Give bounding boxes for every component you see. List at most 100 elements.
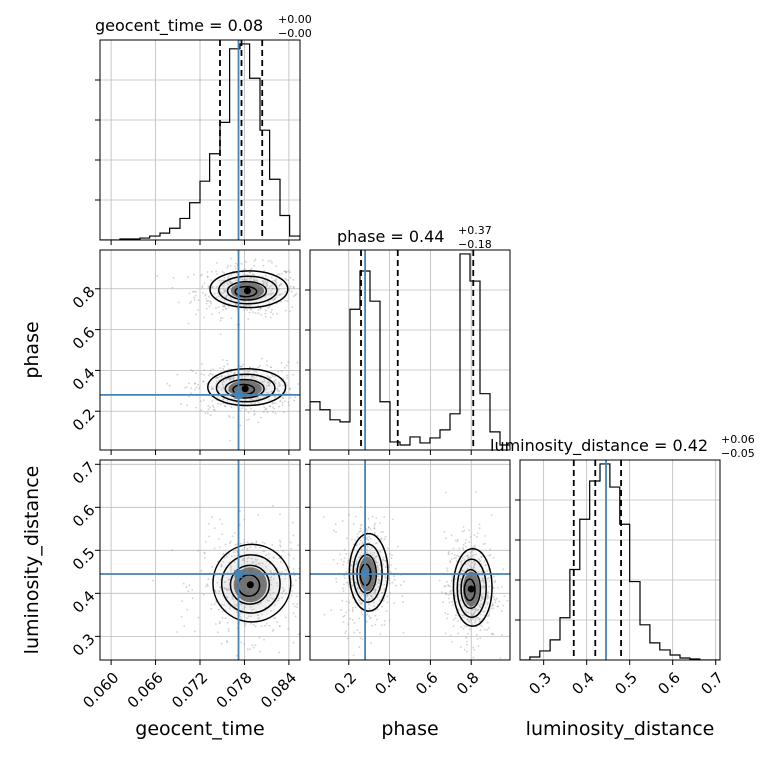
scatter-point [191, 597, 194, 600]
scatter-point [265, 408, 268, 411]
scatter-point [402, 601, 404, 603]
scatter-point [459, 646, 462, 648]
scatter-point [380, 538, 382, 540]
scatter-point [492, 596, 495, 598]
scatter-point [276, 273, 279, 276]
scatter-point [336, 562, 339, 565]
scatter-point [226, 640, 228, 642]
scatter-point [312, 372, 314, 374]
scatter-point [292, 612, 295, 615]
scatter-point [323, 613, 326, 616]
scatter-point [296, 361, 299, 364]
scatter-point [193, 296, 195, 299]
x-tick-label-geocent_time: 0.066 [124, 669, 167, 712]
panel-frame [309, 249, 511, 451]
scatter-point [200, 400, 202, 402]
scatter-point [369, 617, 372, 620]
scatter-point [264, 624, 266, 627]
scatter-point [486, 621, 489, 624]
scatter-point [326, 378, 328, 380]
y-tick-label-phase: 0.6 [69, 323, 99, 353]
truth-marker [234, 390, 243, 399]
panel-phase-phase [305, 249, 511, 455]
scatter-point [389, 552, 391, 555]
scatter-point [201, 286, 204, 289]
scatter-point [282, 550, 284, 552]
scatter-point [390, 564, 392, 566]
scatter-point [330, 609, 333, 611]
scatter-point [223, 365, 226, 368]
scatter-point [373, 531, 376, 534]
scatter-point [292, 602, 295, 605]
scatter-point [344, 632, 347, 634]
scatter-point [500, 610, 503, 612]
scatter-point [287, 553, 290, 555]
scatter-point [239, 424, 242, 427]
scatter-point [305, 323, 307, 325]
density-peak [241, 385, 249, 393]
scatter-point [380, 624, 383, 627]
density-contour [224, 378, 265, 399]
scatter-point [287, 361, 290, 364]
scatter-point [493, 581, 496, 584]
scatter-point [208, 305, 211, 308]
scatter-point [227, 630, 230, 633]
scatter-point [369, 528, 372, 531]
scatter-point [249, 268, 252, 271]
scatter-point [448, 597, 450, 600]
density-contour [463, 578, 476, 602]
scatter-point [203, 551, 206, 554]
scatter-point [203, 282, 206, 285]
scatter-point [503, 595, 506, 597]
x-tick-label-luminosity_distance: 0.5 [611, 669, 641, 699]
scatter-point [343, 557, 346, 559]
scatter-point [200, 569, 203, 572]
scatter-point [466, 643, 468, 646]
scatter-point [187, 590, 190, 593]
scatter-point [403, 580, 405, 583]
scatter-point [272, 411, 274, 414]
scatter-point [373, 524, 376, 527]
scatter-point [453, 557, 455, 560]
scatter-point [293, 399, 296, 402]
density-peak [246, 581, 254, 589]
scatter-point [380, 537, 383, 540]
scatter-point [367, 526, 370, 529]
scatter-point [202, 399, 205, 402]
scatter-point [248, 366, 251, 369]
scatter-point [217, 306, 220, 309]
scatter-point [206, 412, 209, 414]
panels: 0.2 0.4 0.6 0.8 0.060 0.066 0.072 0.078 0.084 0.3… [69, 39, 727, 712]
scatter-point [194, 290, 197, 293]
y-tick-label-luminosity_distance: 0.5 [69, 544, 99, 574]
scatter-point [449, 634, 452, 637]
scatter-point [280, 361, 283, 364]
scatter-point [466, 650, 468, 653]
scatter-point [502, 568, 505, 571]
scatter-point [477, 532, 479, 535]
scatter-point [395, 584, 397, 587]
scatter-point [392, 518, 394, 521]
scatter-point [240, 365, 243, 368]
scatter-point [445, 537, 447, 540]
density-contour [212, 543, 292, 623]
y-tick-label-luminosity_distance: 0.3 [69, 630, 99, 660]
scatter-point [347, 623, 350, 626]
scatter-point [342, 587, 344, 590]
scatter-point [341, 599, 344, 602]
scatter-point [219, 319, 222, 322]
scatter-point [186, 608, 189, 611]
scatter-point [254, 644, 257, 647]
scatter-point [239, 524, 241, 526]
scatter-point [444, 612, 447, 614]
scatter-point [382, 531, 385, 533]
scatter-point [203, 369, 206, 371]
scatter-point [373, 527, 376, 529]
panel-frame [309, 459, 511, 661]
scatter-point [298, 633, 300, 635]
scatter-point [288, 271, 291, 274]
scatter-point [296, 606, 298, 608]
scatter-point [247, 411, 250, 414]
scatter-point [226, 363, 229, 366]
scatter-point [192, 370, 194, 372]
